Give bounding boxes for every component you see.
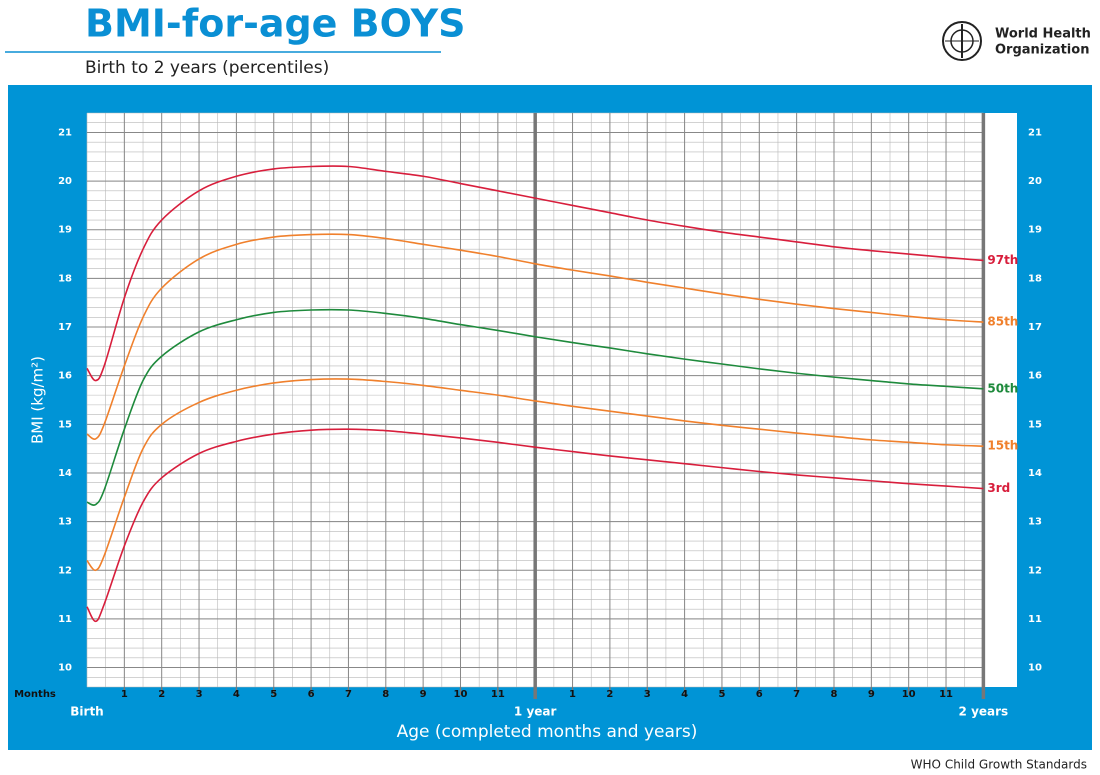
series-label: 50th — [987, 381, 1018, 395]
series-label: 3rd — [987, 481, 1010, 495]
y-tick-label: 17 — [58, 322, 72, 333]
x-tick-label: 10 — [902, 689, 916, 700]
x-tick-label: 11 — [939, 689, 953, 700]
y-tick-label: 12 — [58, 565, 72, 576]
footer: WHO Child Growth Standards — [911, 758, 1087, 772]
x-tick-label: 3 — [196, 689, 203, 700]
x-tick-label: 6 — [756, 689, 763, 700]
x-tick-label: 7 — [793, 689, 800, 700]
x-tick-label: 11 — [491, 689, 505, 700]
y-tick-label: 11 — [58, 614, 72, 625]
y-tick-label: 13 — [58, 517, 72, 528]
x-tick-label: 8 — [382, 689, 389, 700]
org-name: World Health — [995, 27, 1091, 42]
series-label: 85th — [987, 315, 1018, 329]
y-tick-label: 19 — [58, 225, 72, 236]
y-tick-label: 16 — [58, 371, 72, 382]
percentile-line — [86, 428, 984, 623]
org-name: Organization — [995, 43, 1089, 58]
y-tick-label: 18 — [58, 273, 72, 284]
y-tick-label: 10 — [1028, 663, 1042, 674]
x-axis-label: Age (completed months and years) — [397, 722, 698, 742]
x-tick-label: 9 — [868, 689, 875, 700]
percentile-line — [86, 233, 984, 440]
y-tick-label: 15 — [1028, 419, 1042, 430]
x-tick-label: 6 — [308, 689, 315, 700]
percentile-line — [86, 378, 984, 572]
chart-title: BMI-for-age BOYS — [85, 2, 465, 46]
who-logo — [942, 21, 982, 61]
x-tick-label: 10 — [454, 689, 468, 700]
x-tick-label: 2 — [606, 689, 613, 700]
y-tick-label: 17 — [1028, 322, 1042, 333]
percentile-line — [86, 308, 984, 506]
x-tick-label: 1 — [121, 689, 128, 700]
x-tick-label: 7 — [345, 689, 352, 700]
y-tick-label: 20 — [1028, 176, 1042, 187]
x-tick-label: 8 — [831, 689, 838, 700]
x-tick-label: 5 — [270, 689, 277, 700]
y-tick-label: 14 — [58, 468, 72, 479]
x-tick-label: 4 — [681, 689, 688, 700]
y-tick-label: 13 — [1028, 517, 1042, 528]
series-label: 15th — [987, 439, 1018, 453]
year-tick-label: Birth — [70, 705, 103, 719]
x-tick-label: 5 — [718, 689, 725, 700]
y-tick-label: 20 — [58, 176, 72, 187]
x-tick-label: 2 — [158, 689, 165, 700]
y-tick-label: 21 — [58, 127, 72, 138]
y-tick-label: 10 — [58, 663, 72, 674]
year-tick-label: 1 year — [514, 705, 557, 719]
y-axis-label: BMI (kg/m²) — [29, 356, 47, 444]
percentile-line — [86, 165, 984, 382]
x-tick-label: 9 — [420, 689, 427, 700]
x-tick-label: 1 — [569, 689, 576, 700]
x-tick-label: 4 — [233, 689, 240, 700]
y-tick-label: 15 — [58, 419, 72, 430]
y-tick-label: 21 — [1028, 127, 1042, 138]
series-label: 97th — [987, 253, 1018, 267]
y-tick-label: 18 — [1028, 273, 1042, 284]
chart-subtitle: Birth to 2 years (percentiles) — [85, 58, 329, 78]
y-tick-label: 14 — [1028, 468, 1042, 479]
y-tick-label: 12 — [1028, 565, 1042, 576]
y-tick-label: 11 — [1028, 614, 1042, 625]
year-tick-label: 2 years — [959, 705, 1009, 719]
x-tick-label: 3 — [644, 689, 651, 700]
plot-area — [87, 113, 1017, 687]
x-unit-label: Months — [14, 689, 56, 700]
y-tick-label: 16 — [1028, 371, 1042, 382]
y-tick-label: 19 — [1028, 225, 1042, 236]
